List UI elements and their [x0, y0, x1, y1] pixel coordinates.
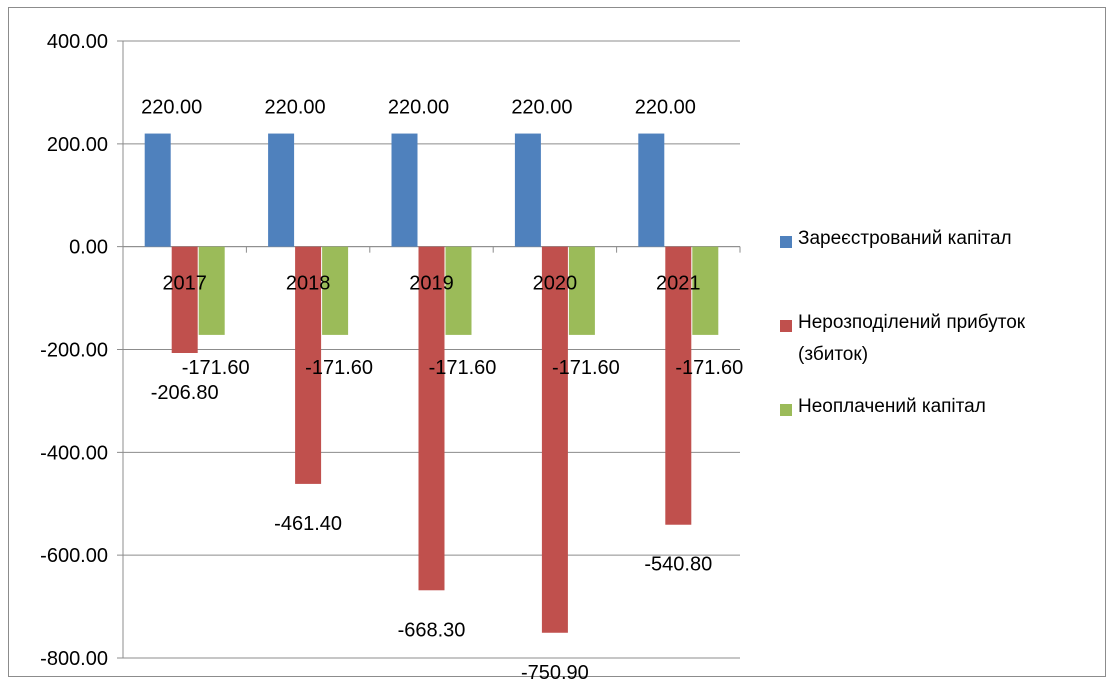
bar	[295, 246, 322, 484]
data-label: -171.60	[305, 357, 373, 379]
bar	[514, 133, 541, 247]
bar	[692, 246, 719, 335]
y-tick-label: 400.00	[47, 31, 108, 53]
data-label: -171.60	[552, 357, 620, 379]
axes: 400.00 200.00 0.00 -200.00 -400.00 -600.00 -80…	[40, 31, 741, 670]
x-category-label: 2018	[286, 273, 331, 295]
x-category-label: 2021	[656, 273, 701, 295]
legend-swatch-green	[780, 404, 792, 416]
bar	[198, 246, 225, 335]
y-tick-label: -200.00	[40, 340, 108, 362]
x-category-label: 2019	[409, 273, 454, 295]
legend-label: Зареєстрований капітал	[798, 228, 1012, 249]
y-tick-label: -400.00	[40, 442, 108, 464]
y-tick-label: -600.00	[40, 545, 108, 567]
data-label: -668.30	[398, 619, 466, 641]
data-label: -540.80	[644, 554, 712, 576]
data-label: 220.00	[388, 97, 449, 119]
bar	[418, 246, 445, 591]
bar	[638, 133, 665, 247]
bar	[144, 133, 171, 247]
bar	[268, 133, 295, 247]
legend-item-registered-capital: Зареєстрований капітал	[780, 228, 1108, 255]
bars	[144, 133, 719, 633]
legend-label: Нерозподілений прибуток (збиток)	[798, 312, 1026, 365]
data-label: -461.40	[274, 513, 342, 535]
data-labels: 2017 2018 2019 2020 2021 220.00 -206.80 -171.60…	[141, 97, 743, 682]
bar	[171, 246, 198, 353]
data-label: -171.60	[182, 357, 250, 379]
legend-swatch-red	[780, 320, 792, 332]
data-label: -171.60	[675, 357, 743, 379]
legend-item-unpaid-capital: Неоплачений капітал	[780, 396, 1108, 423]
data-label: 220.00	[141, 97, 202, 119]
bar	[322, 246, 349, 335]
bar	[665, 246, 692, 525]
bar	[568, 246, 595, 335]
data-label: -171.60	[429, 357, 497, 379]
data-label: 220.00	[511, 97, 572, 119]
legend-item-retained-earnings: Нерозподілений прибуток (збиток)	[780, 312, 1108, 371]
data-label: 220.00	[265, 97, 326, 119]
bar	[445, 246, 472, 335]
legend-swatch-blue	[780, 236, 792, 248]
data-label: -750.90	[521, 662, 589, 682]
x-category-label: 2017	[162, 273, 207, 295]
y-tick-label: 200.00	[47, 134, 108, 156]
legend-label: Неоплачений капітал	[798, 396, 986, 417]
bar	[541, 246, 568, 633]
data-label: 220.00	[635, 97, 696, 119]
y-tick-label: -800.00	[40, 648, 108, 670]
x-category-label: 2020	[533, 273, 578, 295]
y-tick-label: 0.00	[69, 237, 108, 259]
data-label: -206.80	[151, 382, 219, 404]
bar	[391, 133, 418, 247]
